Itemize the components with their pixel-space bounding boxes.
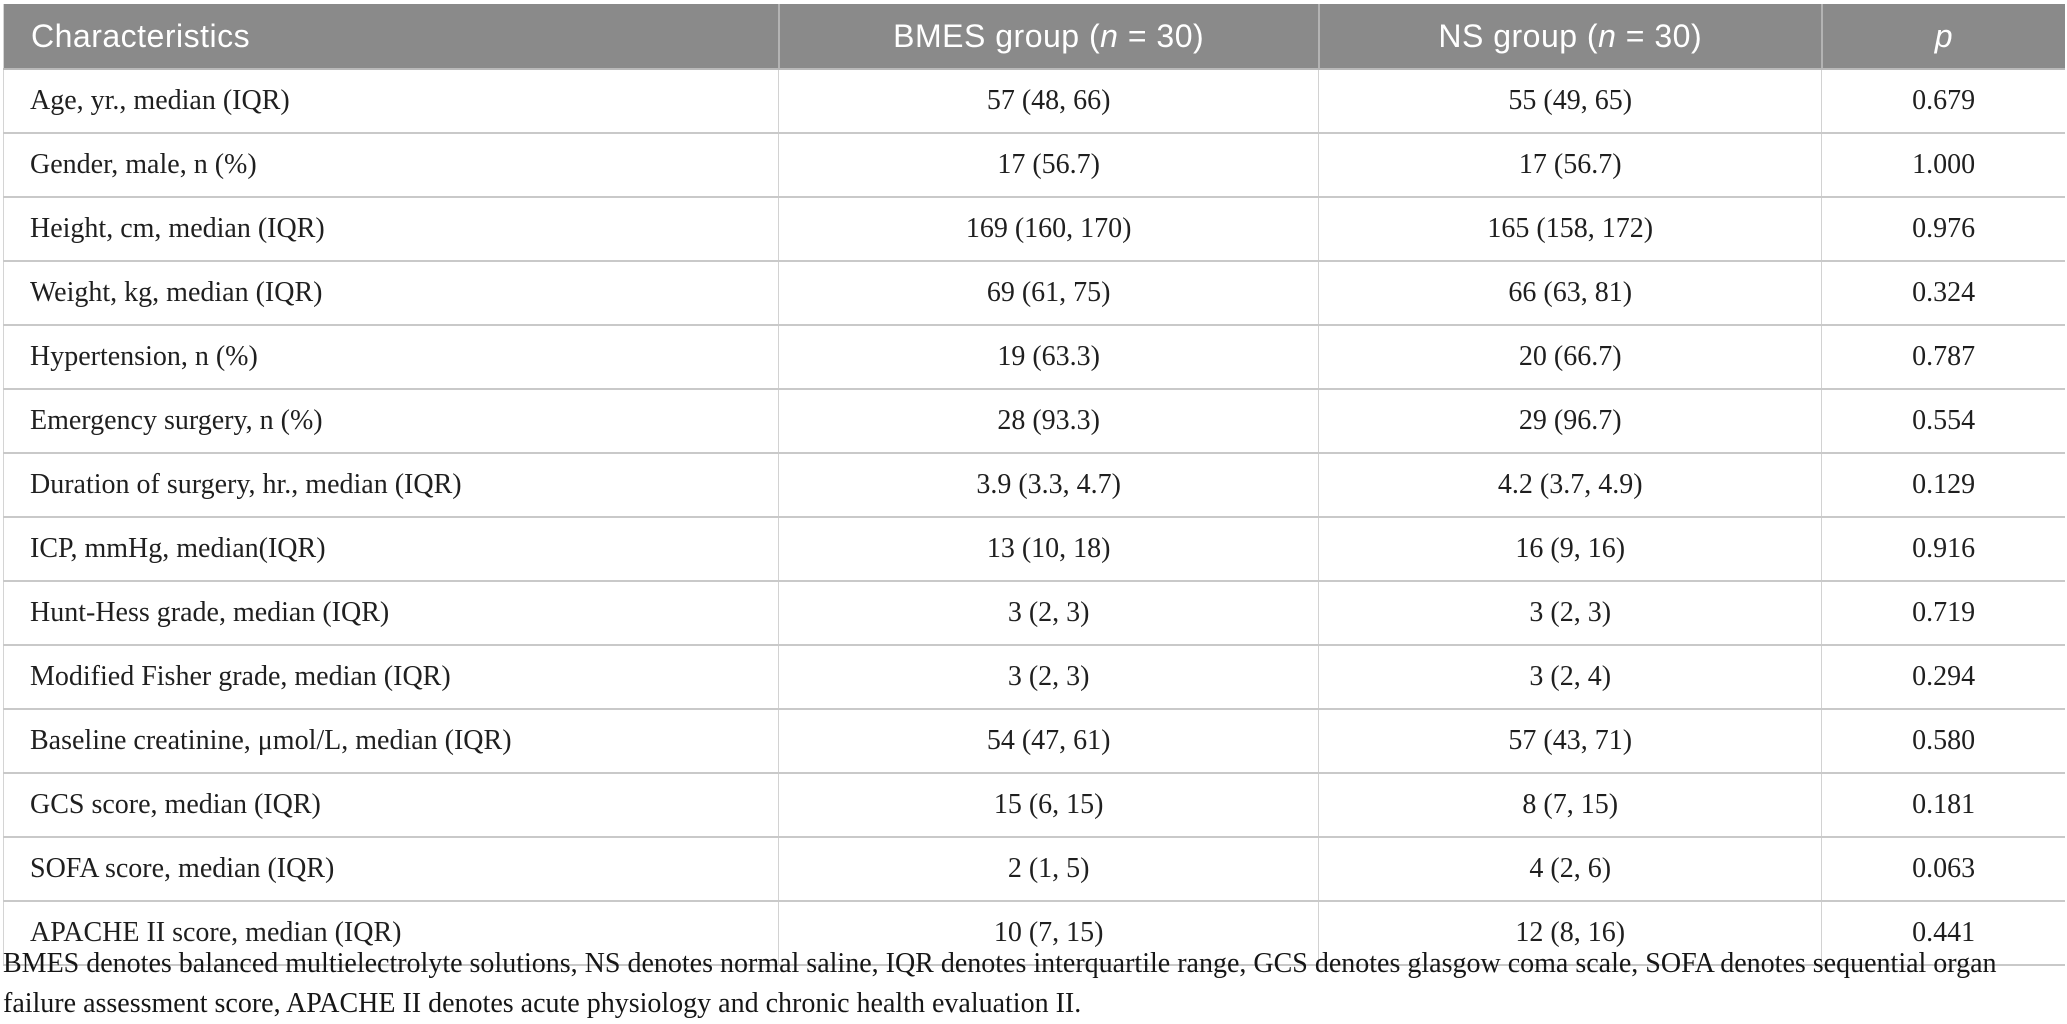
header-bmes-group: BMES group (n = 30) [778,4,1320,70]
row-value: 4.2 (3.7, 4.9) [1318,452,1823,517]
row-value: 3 (2, 3) [778,580,1320,645]
row-label: Hunt-Hess grade, median (IQR) [3,580,780,645]
table-row: SOFA score, median (IQR) 2 (1, 5) 4 (2, 6)… [3,836,2065,901]
table-header-row: Characteristics BMES group (n = 30) NS g… [3,4,2065,70]
table-row: GCS score, median (IQR) 15 (6, 15) 8 (7, 1… [3,772,2065,837]
row-p-value: 1.000 [1821,132,2065,197]
row-value: 55 (49, 65) [1318,69,1823,133]
row-p-value: 0.294 [1821,644,2065,709]
row-value: 12 (8, 16) [1318,900,1823,966]
header-ns-group: NS group (n = 30) [1318,4,1823,70]
row-value: 29 (96.7) [1318,388,1823,453]
row-value: 13 (10, 18) [778,516,1320,581]
table-row: Emergency surgery, n (%) 28 (93.3) 29 (96.… [3,388,2065,453]
header-characteristics: Characteristics [3,4,780,70]
row-value: 66 (63, 81) [1318,260,1823,325]
table-row: APACHE II score, median (IQR) 10 (7, 15) 1… [3,900,2065,966]
row-p-value: 0.324 [1821,260,2065,325]
table-row: Duration of surgery, hr., median (IQR) 3.… [3,452,2065,517]
row-value: 17 (56.7) [1318,132,1823,197]
row-label: Hypertension, n (%) [3,324,780,389]
row-label: Weight, kg, median (IQR) [3,260,780,325]
row-value: 2 (1, 5) [778,836,1320,901]
row-p-value: 0.063 [1821,836,2065,901]
row-p-value: 0.787 [1821,324,2065,389]
row-p-value: 0.719 [1821,580,2065,645]
table-row: Baseline creatinine, μmol/L, median (IQR… [3,708,2065,773]
table-row: Hunt-Hess grade, median (IQR) 3 (2, 3) 3 (… [3,580,2065,645]
row-value: 57 (43, 71) [1318,708,1823,773]
row-value: 16 (9, 16) [1318,516,1823,581]
row-label: APACHE II score, median (IQR) [3,900,780,966]
row-label: Gender, male, n (%) [3,132,780,197]
row-value: 4 (2, 6) [1318,836,1823,901]
row-value: 57 (48, 66) [778,69,1320,133]
row-p-value: 0.580 [1821,708,2065,773]
row-label: Age, yr., median (IQR) [3,69,780,133]
row-label: ICP, mmHg, median(IQR) [3,516,780,581]
row-label: GCS score, median (IQR) [3,772,780,837]
row-p-value: 0.554 [1821,388,2065,453]
row-value: 165 (158, 172) [1318,196,1823,261]
table-row: Height, cm, median (IQR) 169 (160, 170) 16… [3,196,2065,261]
row-value: 17 (56.7) [778,132,1320,197]
row-value: 69 (61, 75) [778,260,1320,325]
header-text: Characteristics [31,17,251,54]
table-row: Hypertension, n (%) 19 (63.3) 20 (66.7) 0.7… [3,324,2065,389]
table-footnote: BMES denotes balanced multielectrolyte s… [3,948,1997,1019]
header-italic-p: p [1934,17,1953,54]
row-value: 54 (47, 61) [778,708,1320,773]
row-value: 3.9 (3.3, 4.7) [778,452,1320,517]
row-value: 20 (66.7) [1318,324,1823,389]
table-row: ICP, mmHg, median(IQR) 13 (10, 18) 16 (9, … [3,516,2065,581]
row-value: 3 (2, 3) [1318,580,1823,645]
row-value: 169 (160, 170) [778,196,1320,261]
row-value: 28 (93.3) [778,388,1320,453]
row-label: Baseline creatinine, μmol/L, median (IQR… [3,708,780,773]
row-p-value: 0.679 [1912,85,1976,116]
characteristics-table-container: Characteristics BMES group (n = 30) NS g… [3,4,2065,966]
row-label: Height, cm, median (IQR) [3,196,780,261]
row-value: 3 (2, 3) [778,644,1320,709]
row-label: Emergency surgery, n (%) [3,388,780,453]
characteristics-table: Characteristics BMES group (n = 30) NS g… [3,4,2065,966]
row-p-value: 0.181 [1821,772,2065,837]
row-p-value: 0.916 [1821,516,2065,581]
row-value: 15 (6, 15) [778,772,1320,837]
header-text: = 30) [1616,17,1703,54]
table-row: Age, yr., median (IQR) 57 (48, 66) 55 (49,… [3,69,2066,133]
header-text: NS group ( [1438,17,1599,54]
table-row: Gender, male, n (%) 17 (56.7) 17 (56.7) 1.0… [3,132,2065,197]
row-p-value: 0.441 [1821,900,2065,966]
header-text: = 30) [1118,17,1205,54]
row-value: 3 (2, 4) [1318,644,1823,709]
row-label: Modified Fisher grade, median (IQR) [3,644,780,709]
table-body: Age, yr., median (IQR) 57 (48, 66) 55 (49,… [3,69,2066,966]
row-label: Duration of surgery, hr., median (IQR) [3,452,780,517]
header-italic-n: n [1598,17,1617,54]
row-label: SOFA score, median (IQR) [3,836,780,901]
row-value: 10 (7, 15) [778,900,1320,966]
header-p-value: p [1821,4,2065,70]
row-value: 8 (7, 15) [1318,772,1823,837]
table-row: Weight, kg, median (IQR) 69 (61, 75) 66 (6… [3,260,2065,325]
header-text: BMES group ( [893,17,1101,54]
row-value: 19 (63.3) [778,324,1320,389]
table-header: Characteristics BMES group (n = 30) NS g… [3,4,2065,70]
row-p-value: 0.129 [1821,452,2065,517]
table-row: Modified Fisher grade, median (IQR) 3 (2,… [3,644,2065,709]
header-italic-n: n [1100,17,1119,54]
row-p-value: 0.976 [1821,196,2065,261]
